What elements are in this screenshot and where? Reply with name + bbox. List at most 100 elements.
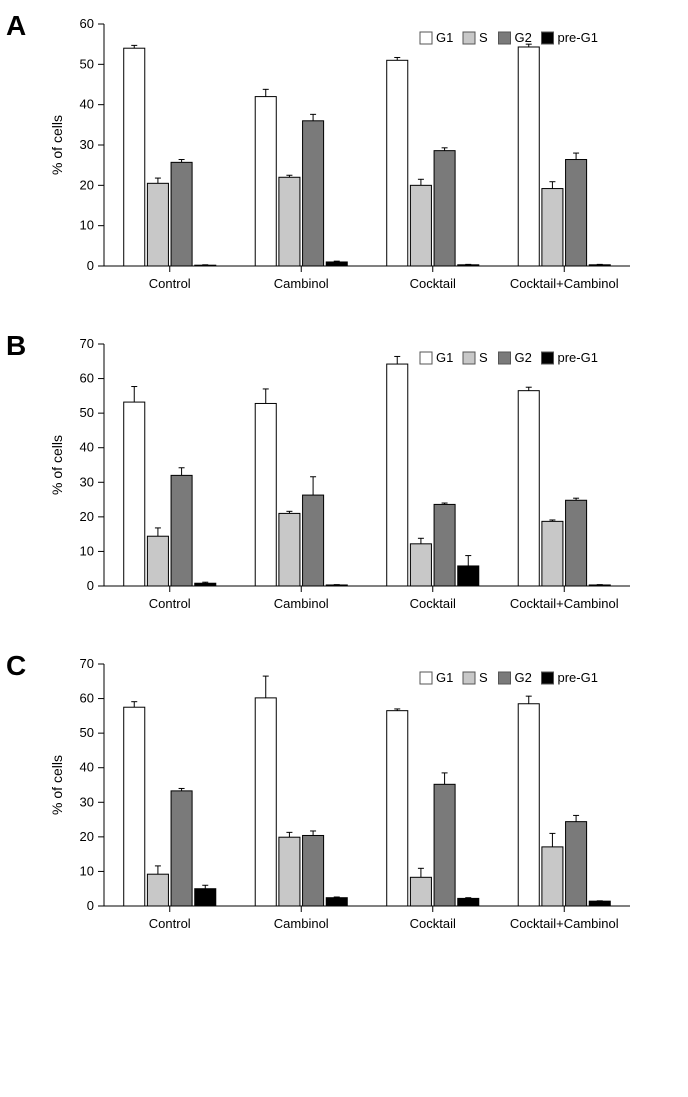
legend-label-G2: G2 bbox=[515, 670, 532, 685]
chart-frame: 0102030405060% of cellsControlCambinolCo… bbox=[44, 10, 644, 308]
ytick-label: 20 bbox=[80, 177, 94, 192]
legend-swatch-G1 bbox=[420, 32, 432, 44]
bar-G1 bbox=[518, 391, 539, 586]
y-axis-label: % of cells bbox=[49, 115, 65, 175]
xtick-label: Cambinol bbox=[274, 276, 329, 291]
bar-S bbox=[279, 837, 300, 906]
legend-label-G2: G2 bbox=[515, 350, 532, 365]
xtick-label: Control bbox=[149, 276, 191, 291]
panel-label: A bbox=[6, 10, 44, 42]
legend-label-G1: G1 bbox=[436, 350, 453, 365]
bar-S bbox=[410, 544, 431, 586]
bar-S bbox=[410, 185, 431, 266]
ytick-label: 70 bbox=[80, 656, 94, 671]
bar-G1 bbox=[124, 48, 145, 266]
ytick-label: 10 bbox=[80, 863, 94, 878]
xtick-label: Cambinol bbox=[274, 916, 329, 931]
legend-swatch-preG1 bbox=[542, 352, 554, 364]
ytick-label: 60 bbox=[80, 16, 94, 31]
bar-G2 bbox=[434, 151, 455, 266]
legend-swatch-G1 bbox=[420, 672, 432, 684]
xtick-label: Cocktail+Cambinol bbox=[510, 596, 619, 611]
xtick-label: Cocktail+Cambinol bbox=[510, 916, 619, 931]
legend-swatch-G2 bbox=[499, 672, 511, 684]
ytick-label: 30 bbox=[80, 474, 94, 489]
ytick-label: 0 bbox=[87, 578, 94, 593]
legend-label-preG1: pre-G1 bbox=[558, 350, 598, 365]
bar-G1 bbox=[518, 47, 539, 266]
bar-G1 bbox=[255, 97, 276, 266]
legend-label-preG1: pre-G1 bbox=[558, 670, 598, 685]
ytick-label: 40 bbox=[80, 440, 94, 455]
y-axis-label: % of cells bbox=[49, 755, 65, 815]
chart-frame: 010203040506070% of cellsControlCambinol… bbox=[44, 650, 644, 948]
bar-preG1 bbox=[458, 566, 479, 586]
bar-G1 bbox=[255, 403, 276, 586]
bar-preG1 bbox=[589, 901, 610, 906]
panel-label: C bbox=[6, 650, 44, 682]
legend-label-S: S bbox=[479, 350, 488, 365]
ytick-label: 40 bbox=[80, 760, 94, 775]
bar-G1 bbox=[387, 364, 408, 586]
ytick-label: 70 bbox=[80, 336, 94, 351]
bar-preG1 bbox=[195, 889, 216, 906]
ytick-label: 50 bbox=[80, 725, 94, 740]
bar-S bbox=[542, 189, 563, 266]
chart-frame: 010203040506070% of cellsControlCambinol… bbox=[44, 330, 644, 628]
legend-swatch-G1 bbox=[420, 352, 432, 364]
bar-S bbox=[542, 521, 563, 586]
bar-G2 bbox=[566, 160, 587, 266]
legend-label-G2: G2 bbox=[515, 30, 532, 45]
ytick-label: 50 bbox=[80, 56, 94, 71]
panel-label: B bbox=[6, 330, 44, 362]
ytick-label: 10 bbox=[80, 218, 94, 233]
ytick-label: 60 bbox=[80, 371, 94, 386]
bar-G1 bbox=[255, 698, 276, 906]
bar-G1 bbox=[387, 60, 408, 266]
chart-B: 010203040506070% of cellsControlCambinol… bbox=[44, 330, 644, 628]
bar-G2 bbox=[303, 835, 324, 906]
bar-G1 bbox=[124, 402, 145, 586]
ytick-label: 30 bbox=[80, 137, 94, 152]
legend-swatch-G2 bbox=[499, 32, 511, 44]
bar-preG1 bbox=[458, 898, 479, 906]
ytick-label: 10 bbox=[80, 543, 94, 558]
xtick-label: Cocktail bbox=[410, 596, 456, 611]
panel-B: B010203040506070% of cellsControlCambino… bbox=[0, 330, 688, 628]
bar-S bbox=[542, 847, 563, 906]
bar-G2 bbox=[171, 162, 192, 266]
bar-S bbox=[147, 183, 168, 266]
xtick-label: Control bbox=[149, 596, 191, 611]
bar-G2 bbox=[566, 822, 587, 906]
chart-C: 010203040506070% of cellsControlCambinol… bbox=[44, 650, 644, 948]
panel-A: A0102030405060% of cellsControlCambinolC… bbox=[0, 10, 688, 308]
legend-swatch-G2 bbox=[499, 352, 511, 364]
ytick-label: 50 bbox=[80, 405, 94, 420]
xtick-label: Cocktail bbox=[410, 276, 456, 291]
figure: A 0 10 20 30 40 50 60 % of cells Control Cambinol C… bbox=[0, 0, 688, 990]
bar-G2 bbox=[171, 791, 192, 906]
legend-swatch-preG1 bbox=[542, 672, 554, 684]
y-axis-label: % of cells bbox=[49, 435, 65, 495]
xtick-label: Cocktail+Cambinol bbox=[510, 276, 619, 291]
bar-S bbox=[410, 877, 431, 906]
ytick-label: 20 bbox=[80, 509, 94, 524]
bar-G1 bbox=[387, 711, 408, 906]
bar-S bbox=[147, 536, 168, 586]
legend-swatch-S bbox=[463, 352, 475, 364]
chart-A: 0102030405060% of cellsControlCambinolCo… bbox=[44, 10, 644, 308]
bar-G2 bbox=[434, 504, 455, 586]
bar-G2 bbox=[303, 495, 324, 586]
legend-label-S: S bbox=[479, 670, 488, 685]
bar-G1 bbox=[124, 707, 145, 906]
ytick-label: 0 bbox=[87, 258, 94, 273]
bar-S bbox=[279, 177, 300, 266]
legend-swatch-S bbox=[463, 672, 475, 684]
legend-swatch-S bbox=[463, 32, 475, 44]
xtick-label: Cocktail bbox=[410, 916, 456, 931]
bar-G2 bbox=[434, 784, 455, 906]
legend-label-G1: G1 bbox=[436, 30, 453, 45]
ytick-label: 30 bbox=[80, 794, 94, 809]
bar-G2 bbox=[171, 475, 192, 586]
bar-preG1 bbox=[326, 262, 347, 266]
